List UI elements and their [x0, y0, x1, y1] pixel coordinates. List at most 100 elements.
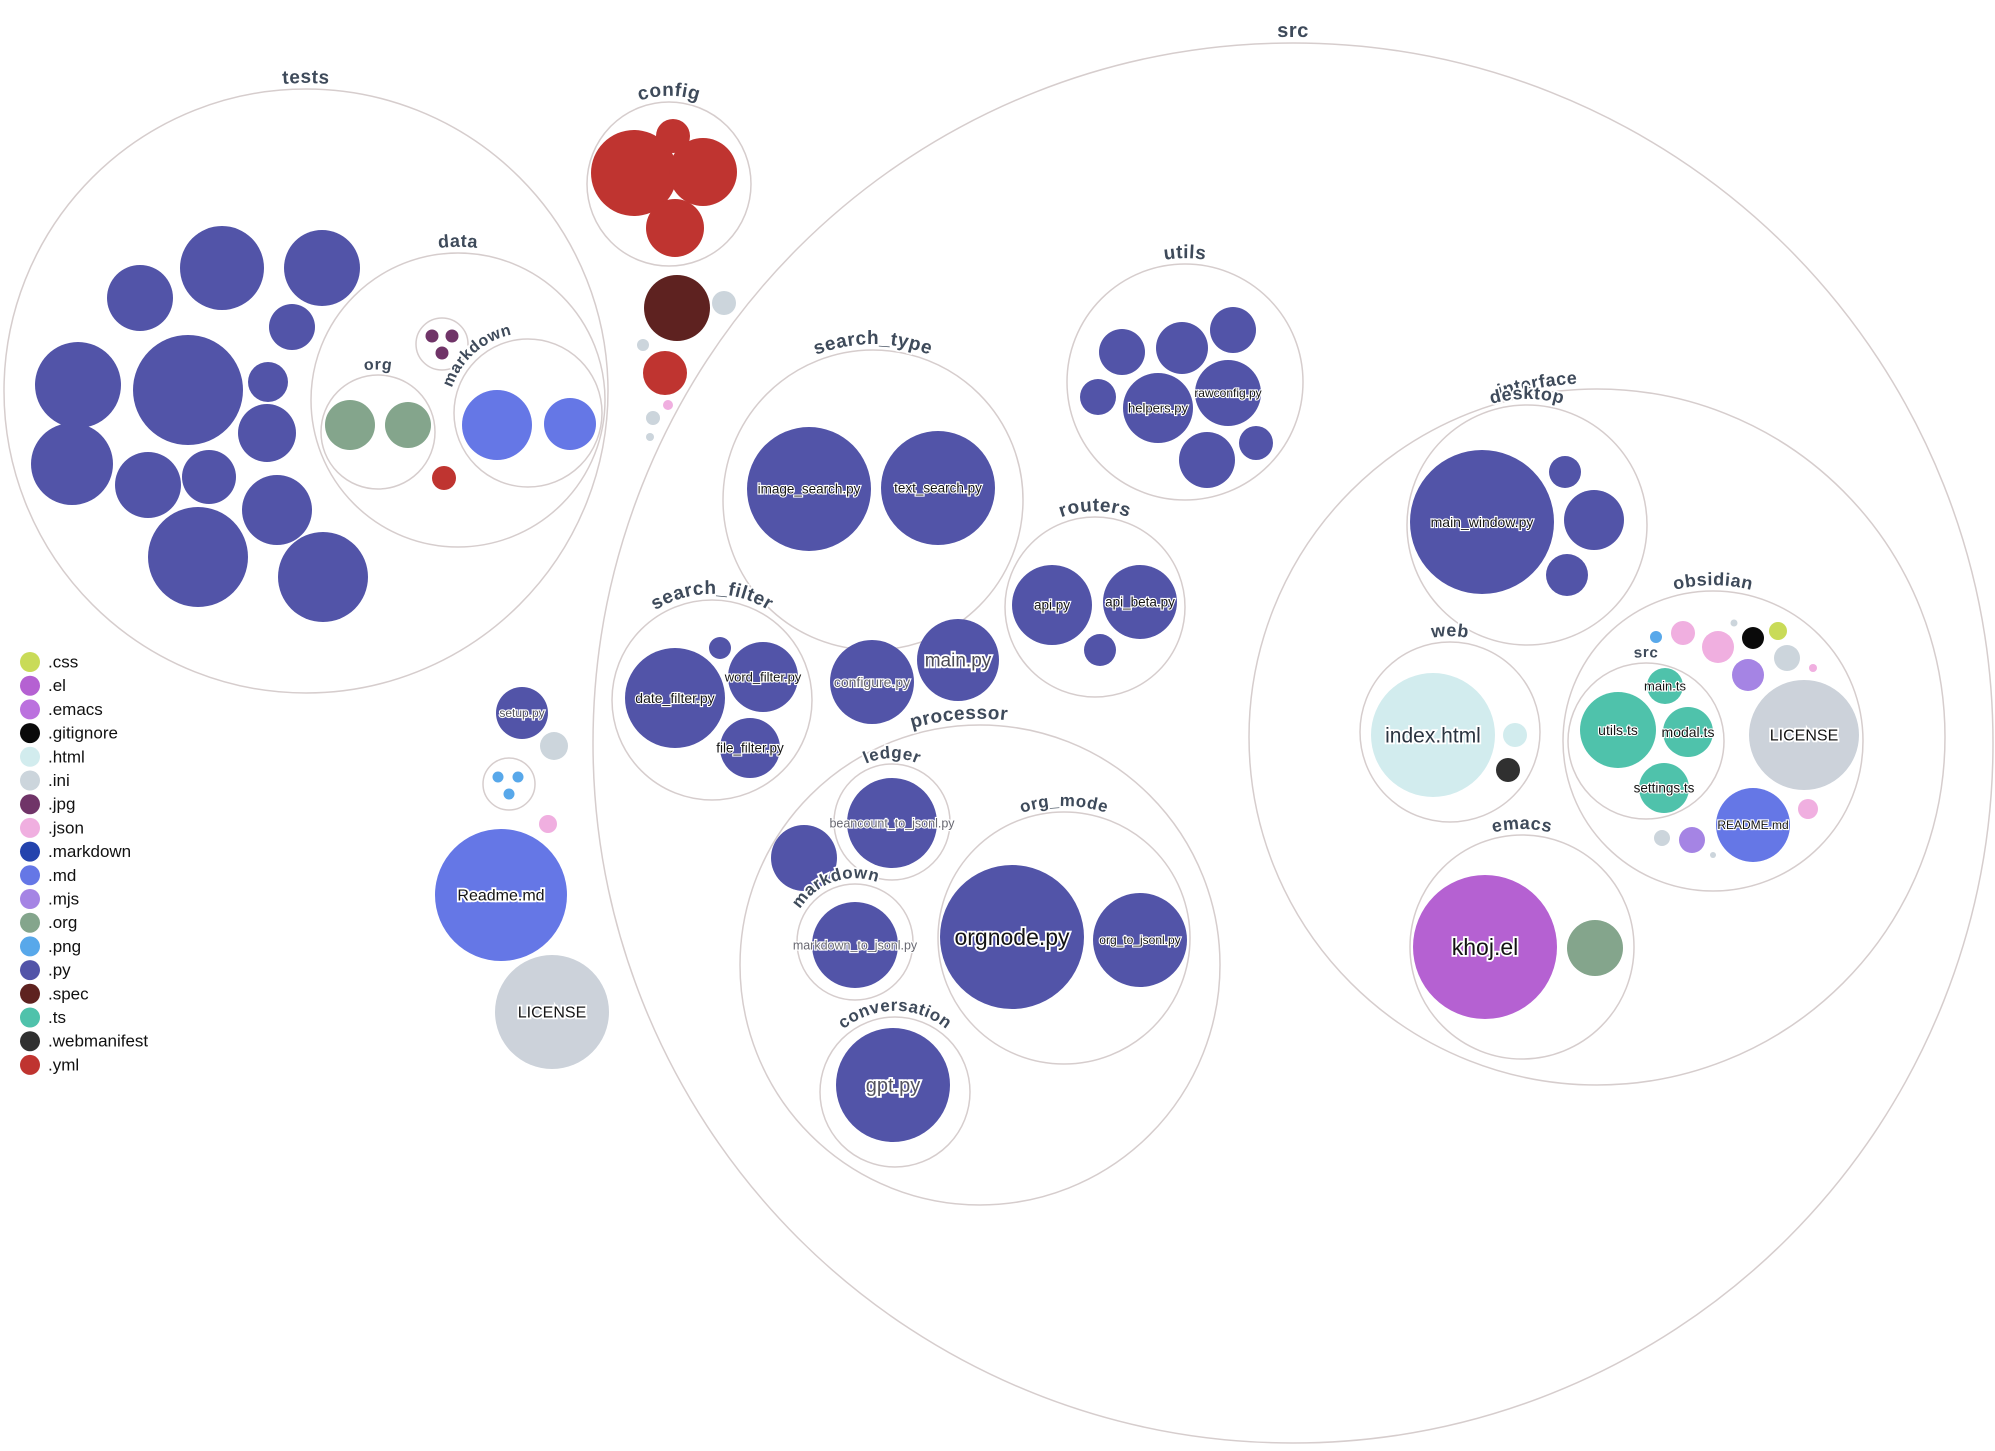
- folder-label-processor: processor: [908, 703, 1009, 733]
- legend-swatch-html: [20, 746, 40, 767]
- folder-circle-obsidian: [1562, 590, 1864, 892]
- file-circle-config-yml-1: [591, 130, 677, 216]
- folder-label-data-org: org: [363, 356, 394, 374]
- legend-swatch-markdown: [20, 841, 40, 862]
- legend-swatch-mjs: [20, 889, 40, 909]
- file-circle-utils-py-4: [1080, 379, 1116, 415]
- file-circle-data-jpg-1: [425, 329, 439, 343]
- legend-item-png: .png: [20, 936, 81, 957]
- file-label-api-py: api.py: [1034, 598, 1070, 613]
- file-circle-sf-py-small: [709, 637, 731, 659]
- legend-label-spec: .spec: [48, 984, 89, 1003]
- file-label-api-beta-py: api_beta.py: [1105, 595, 1175, 610]
- legend-item-md: .md: [20, 865, 76, 886]
- file-circle-utils-py-3: [1210, 307, 1256, 353]
- file-circle-config-yml-2: [656, 119, 690, 153]
- legend-label-yml: .yml: [48, 1055, 79, 1074]
- file-circle-root-png-3: [503, 788, 515, 800]
- legend-item-markdown: .markdown: [20, 841, 131, 862]
- file-circle-root-yml: [643, 351, 687, 395]
- folder-circle-config: [586, 101, 752, 267]
- file-labels-layer: setup.py Readme.md LICENSE image_search.py t…: [456, 385, 1840, 1099]
- file-circle-beancount: [847, 778, 937, 868]
- file-circle-data-org-1: [325, 400, 375, 450]
- file-label-configure-py: configure.py: [834, 674, 910, 690]
- file-circle-emacs-org: [1567, 920, 1623, 976]
- folder-circles-layer: [3, 42, 1994, 1444]
- file-label-settings-ts: settings.ts: [1634, 781, 1695, 796]
- file-circle-utils-py-1: [1099, 329, 1145, 375]
- file-circle-tests-py-11: [182, 450, 236, 504]
- legend-item-emacs: .emacs: [20, 699, 103, 720]
- file-circle-root-png-1: [492, 771, 504, 783]
- folder-circle-routers: [1004, 516, 1186, 698]
- legend-label-json: .json: [48, 818, 84, 837]
- folder-label-obsidian-src: src: [1633, 644, 1659, 662]
- legend-item-py: .py: [20, 960, 71, 981]
- file-label-helpers-py: helpers.py: [1128, 401, 1188, 416]
- legend-item-css: .css: [20, 652, 78, 672]
- file-label-rawconfig-py: rawconfig.py: [1194, 386, 1261, 400]
- legend-swatch-emacs: [20, 699, 40, 720]
- file-label-main-ts: main.ts: [1644, 679, 1686, 694]
- file-circle-root-json-2: [539, 815, 557, 833]
- file-label-license-obs: LICENSE: [1770, 728, 1838, 745]
- legend-item-gitignore: .gitignore: [20, 723, 118, 744]
- file-label-text-search: text_search.py: [894, 481, 982, 496]
- folder-circle-emacs: [1409, 834, 1635, 1060]
- legend-item-json: .json: [20, 817, 84, 838]
- legend-item-spec: .spec: [20, 983, 89, 1004]
- legend-label-py: .py: [48, 961, 71, 980]
- file-circle-obs-json-4: [1798, 799, 1818, 819]
- file-circle-desk-py-3: [1546, 554, 1588, 596]
- legend-label-jpg: .jpg: [48, 795, 75, 814]
- file-circle-main-py: [917, 619, 999, 701]
- file-label-orgnode: orgnode.py: [954, 924, 1070, 950]
- legend-label-css: .css: [48, 653, 78, 672]
- folder-label-emacs: emacs: [1490, 813, 1554, 837]
- file-circle-tests-py-3: [107, 265, 173, 331]
- file-label-readme-md: Readme.md: [457, 888, 544, 905]
- folder-circle-org-mode: [937, 811, 1191, 1065]
- legend-item-webmanifest: .webmanifest: [20, 1031, 148, 1052]
- file-label-readme-obs: README.md: [1717, 818, 1788, 832]
- folder-circle-proc-markdown: [796, 883, 914, 1001]
- file-circle-md-to-jsonl: [812, 902, 898, 988]
- folder-circle-src: [592, 42, 1994, 1444]
- file-circle-obs-ini-4: [1710, 852, 1716, 858]
- legend-swatch-el: [20, 675, 40, 696]
- file-label-index-html: index.html: [1385, 724, 1481, 747]
- file-circle-main-window: [1410, 450, 1554, 594]
- file-circle-data-jpg-2: [445, 329, 459, 343]
- folder-label-org-mode: org_mode: [1017, 791, 1110, 817]
- file-circles-layer: [31, 119, 1859, 1142]
- folder-circle-processor: [739, 724, 1221, 1206]
- file-label-org-to-jsonl: org_to_jsonl.py: [1099, 933, 1180, 947]
- file-circle-obs-css: [1769, 622, 1787, 640]
- legend-label-md: .md: [48, 866, 76, 885]
- file-label-word-filter: word_filter.py: [724, 670, 802, 685]
- folder-label-utils: utils: [1162, 242, 1207, 265]
- folder-circle-search-filter: [611, 599, 813, 801]
- folder-label-web: web: [1429, 620, 1470, 642]
- folder-circle-tests: [3, 88, 609, 694]
- legend-swatch-jpg: [20, 794, 40, 815]
- legend-swatch-webmanifest: [20, 1031, 40, 1052]
- folder-label-search-type: search_type: [811, 328, 936, 359]
- folder-circle-obsidian-src: [1567, 662, 1725, 820]
- file-circle-tests-py-9: [31, 423, 113, 505]
- file-circle-utils-py-2: [1156, 322, 1208, 374]
- file-circle-org-to-jsonl: [1093, 893, 1187, 987]
- legend-item-ini: .ini: [20, 770, 70, 791]
- file-circle-date-filter: [625, 648, 725, 748]
- legend-item-yml: .yml: [20, 1054, 79, 1075]
- folder-circle-data-markdown: [453, 338, 603, 488]
- file-circle-root-ini-5: [540, 732, 568, 760]
- folder-label-routers: routers: [1056, 495, 1133, 522]
- file-circle-setup-py: [496, 687, 548, 739]
- file-circle-settings-ts: [1639, 763, 1689, 813]
- folder-label-src: src: [1277, 20, 1309, 42]
- file-circle-tests-py-7: [248, 362, 288, 402]
